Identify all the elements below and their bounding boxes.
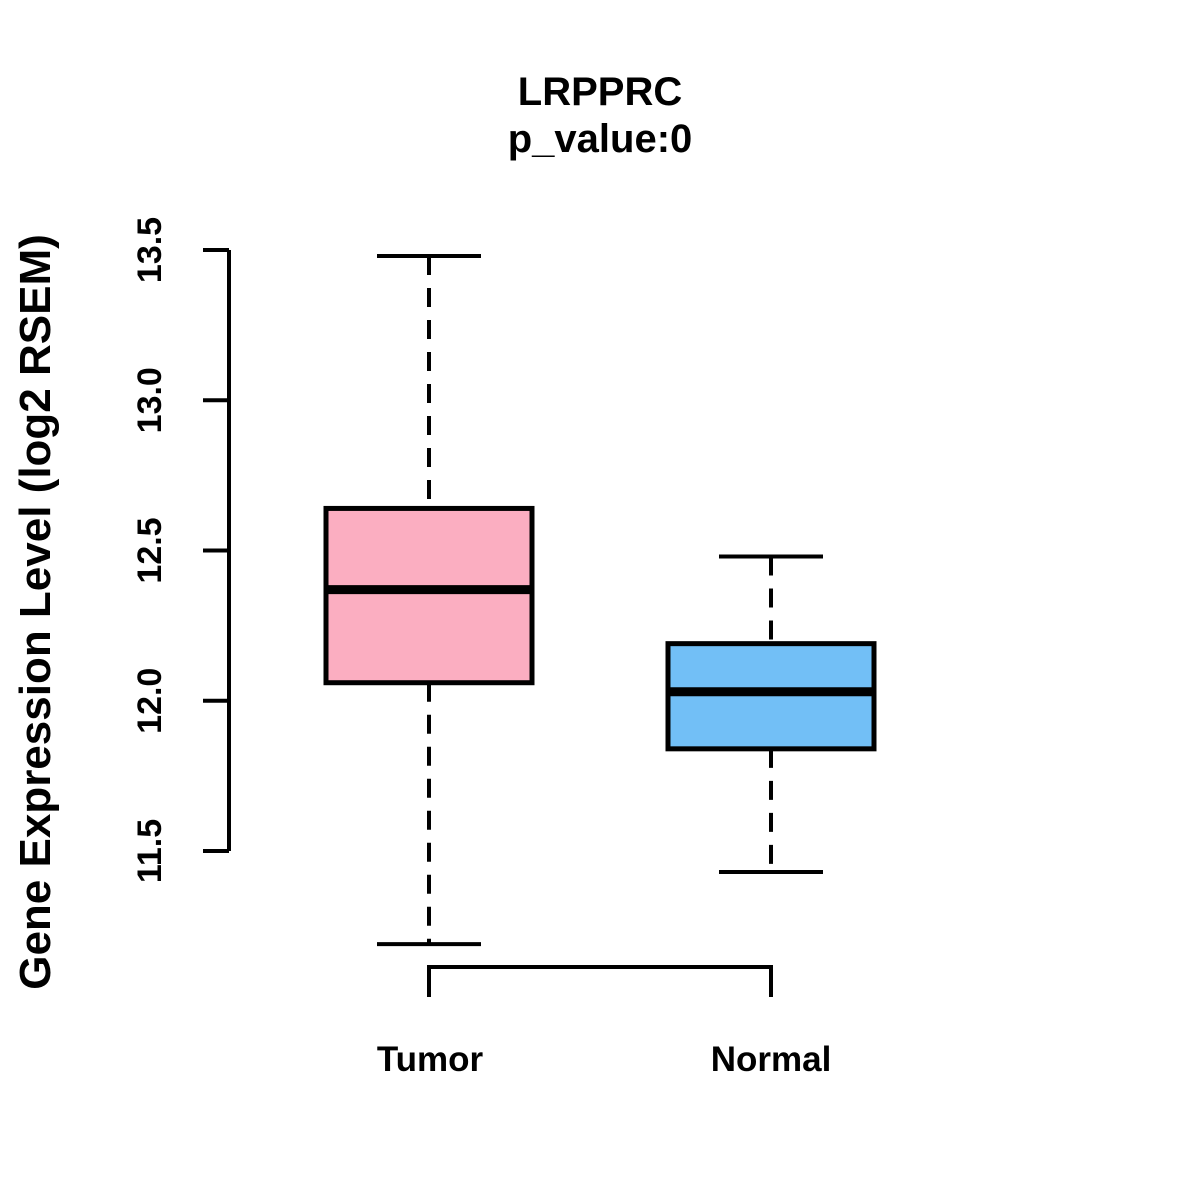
chart-subtitle: p_value:0 [507, 117, 693, 161]
y-tick-label: 13.0 [131, 367, 169, 433]
x-label-normal: Normal [710, 1040, 832, 1079]
y-tick-label: 11.5 [131, 819, 169, 883]
y-tick-label: 12.5 [131, 517, 169, 583]
chart-title: LRPPRC [517, 70, 683, 114]
comparison-bracket [427, 965, 773, 997]
y-tick-label: 13.5 [131, 217, 169, 283]
box-tumor [323, 505, 535, 686]
box-normal [665, 641, 877, 752]
x-label-tumor: Tumor [376, 1040, 484, 1079]
y-tick-label: 12.0 [131, 668, 169, 734]
